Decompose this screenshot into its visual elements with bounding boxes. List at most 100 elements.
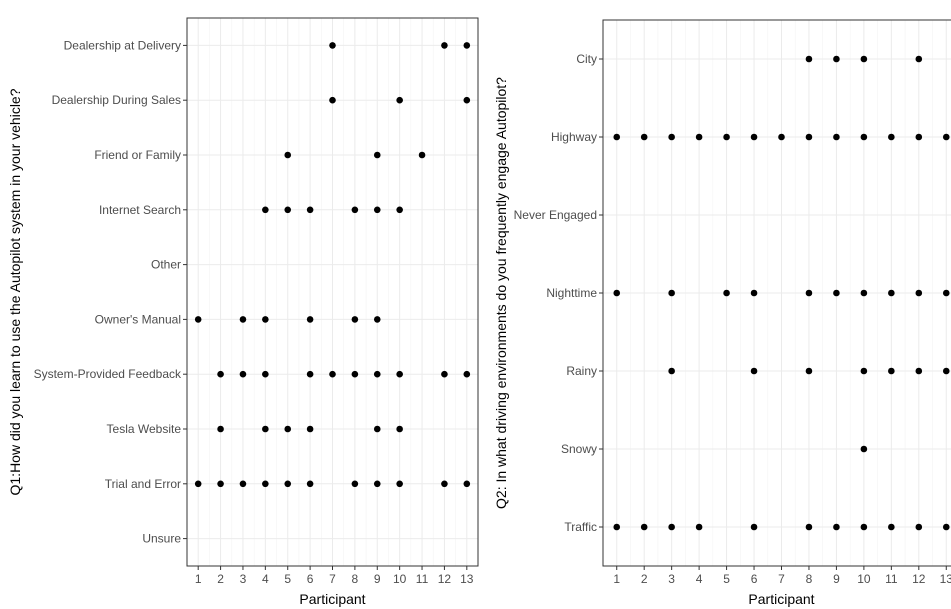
data-point bbox=[860, 523, 868, 531]
x-tick-label: 5 bbox=[723, 572, 730, 586]
data-point bbox=[750, 523, 758, 531]
x-tick-label: 8 bbox=[352, 572, 359, 586]
x-tick-label: 12 bbox=[438, 572, 452, 586]
data-point bbox=[860, 55, 868, 63]
data-point bbox=[463, 370, 471, 378]
x-tick-label: 11 bbox=[416, 572, 429, 586]
data-point bbox=[833, 133, 840, 141]
x-tick-label: 2 bbox=[641, 572, 648, 586]
data-point bbox=[668, 289, 675, 297]
data-point bbox=[778, 133, 785, 141]
x-tick-label: 3 bbox=[240, 572, 247, 586]
data-point bbox=[942, 133, 950, 141]
x-tick-label: 3 bbox=[668, 572, 675, 586]
y-tick-label: Rainy bbox=[566, 364, 597, 378]
data-point bbox=[613, 133, 621, 141]
data-point bbox=[418, 151, 426, 159]
data-point bbox=[441, 480, 448, 488]
data-point bbox=[750, 367, 758, 375]
y-tick-label: Owner's Manual bbox=[95, 312, 181, 326]
y-tick-label: Tesla Website bbox=[107, 422, 182, 436]
x-tick-label: 4 bbox=[696, 572, 703, 586]
y-axis-title: Q1:How did you learn to use the Autopilo… bbox=[7, 88, 23, 495]
y-tick-label: Other bbox=[151, 258, 181, 272]
data-point bbox=[306, 370, 314, 378]
x-axis-title: Participant bbox=[748, 591, 814, 607]
x-tick-label: 9 bbox=[833, 572, 840, 586]
x-tick-label: 9 bbox=[374, 572, 381, 586]
y-tick-label: Never Engaged bbox=[514, 208, 597, 222]
data-point bbox=[805, 55, 813, 63]
data-point bbox=[306, 480, 314, 488]
data-point bbox=[239, 370, 247, 378]
data-point bbox=[942, 367, 950, 375]
data-point bbox=[640, 133, 648, 141]
data-point bbox=[262, 316, 269, 323]
data-point bbox=[463, 480, 471, 488]
data-point bbox=[888, 289, 895, 297]
data-point bbox=[396, 480, 403, 488]
y-tick-label: Dealership at Delivery bbox=[64, 38, 181, 52]
y-tick-label: Friend or Family bbox=[94, 148, 181, 162]
data-point bbox=[262, 206, 269, 214]
data-point bbox=[888, 367, 895, 375]
data-point bbox=[373, 480, 381, 488]
data-point bbox=[860, 289, 868, 297]
data-point bbox=[284, 480, 292, 488]
data-point bbox=[668, 523, 675, 531]
data-point bbox=[284, 425, 292, 433]
data-point bbox=[351, 370, 359, 378]
data-point bbox=[329, 42, 336, 49]
data-point bbox=[750, 289, 758, 297]
data-point bbox=[329, 370, 336, 378]
data-point bbox=[284, 151, 292, 159]
data-point bbox=[833, 55, 840, 63]
data-point bbox=[695, 133, 703, 141]
data-point bbox=[723, 289, 730, 297]
data-point bbox=[805, 367, 813, 375]
x-tick-label: 7 bbox=[329, 572, 336, 586]
x-tick-label: 5 bbox=[284, 572, 291, 586]
data-point bbox=[805, 289, 813, 297]
data-point bbox=[833, 523, 840, 531]
data-point bbox=[833, 289, 840, 297]
data-point bbox=[217, 480, 224, 488]
data-point bbox=[640, 523, 648, 531]
data-point bbox=[860, 445, 868, 453]
data-point bbox=[262, 425, 269, 433]
y-tick-label: Highway bbox=[551, 130, 597, 144]
x-tick-label: 6 bbox=[307, 572, 314, 586]
data-point bbox=[284, 206, 292, 214]
data-point bbox=[373, 316, 381, 323]
y-axis-title: Q2: In what driving environments do you … bbox=[493, 77, 509, 509]
data-point bbox=[351, 206, 359, 214]
data-point bbox=[239, 480, 247, 488]
data-point bbox=[262, 370, 269, 378]
x-tick-label: 8 bbox=[806, 572, 813, 586]
data-point bbox=[860, 367, 868, 375]
data-point bbox=[668, 367, 675, 375]
data-point bbox=[942, 523, 950, 531]
data-point bbox=[396, 370, 403, 378]
data-point bbox=[723, 133, 730, 141]
panel-q1-learning-method: Dealership at Delivery Dealership During … bbox=[7, 17, 479, 607]
data-point bbox=[306, 425, 314, 433]
panel-q2-driving-environment: City Highway Never Engaged Nighttime Rainy Sn… bbox=[493, 19, 951, 607]
data-point bbox=[194, 480, 202, 488]
data-point bbox=[463, 96, 471, 104]
data-point bbox=[888, 133, 895, 141]
data-point bbox=[888, 523, 895, 531]
data-point bbox=[373, 151, 381, 159]
data-point bbox=[441, 42, 448, 49]
x-tick-label: 2 bbox=[217, 572, 224, 586]
data-point bbox=[373, 370, 381, 378]
y-tick-label: Dealership During Sales bbox=[52, 93, 181, 107]
x-tick-label: 10 bbox=[393, 572, 407, 586]
data-point bbox=[805, 133, 813, 141]
data-point bbox=[373, 425, 381, 433]
data-point bbox=[217, 425, 224, 433]
y-tick-label: System-Provided Feedback bbox=[34, 367, 182, 381]
data-point bbox=[441, 370, 448, 378]
data-point bbox=[351, 316, 359, 323]
